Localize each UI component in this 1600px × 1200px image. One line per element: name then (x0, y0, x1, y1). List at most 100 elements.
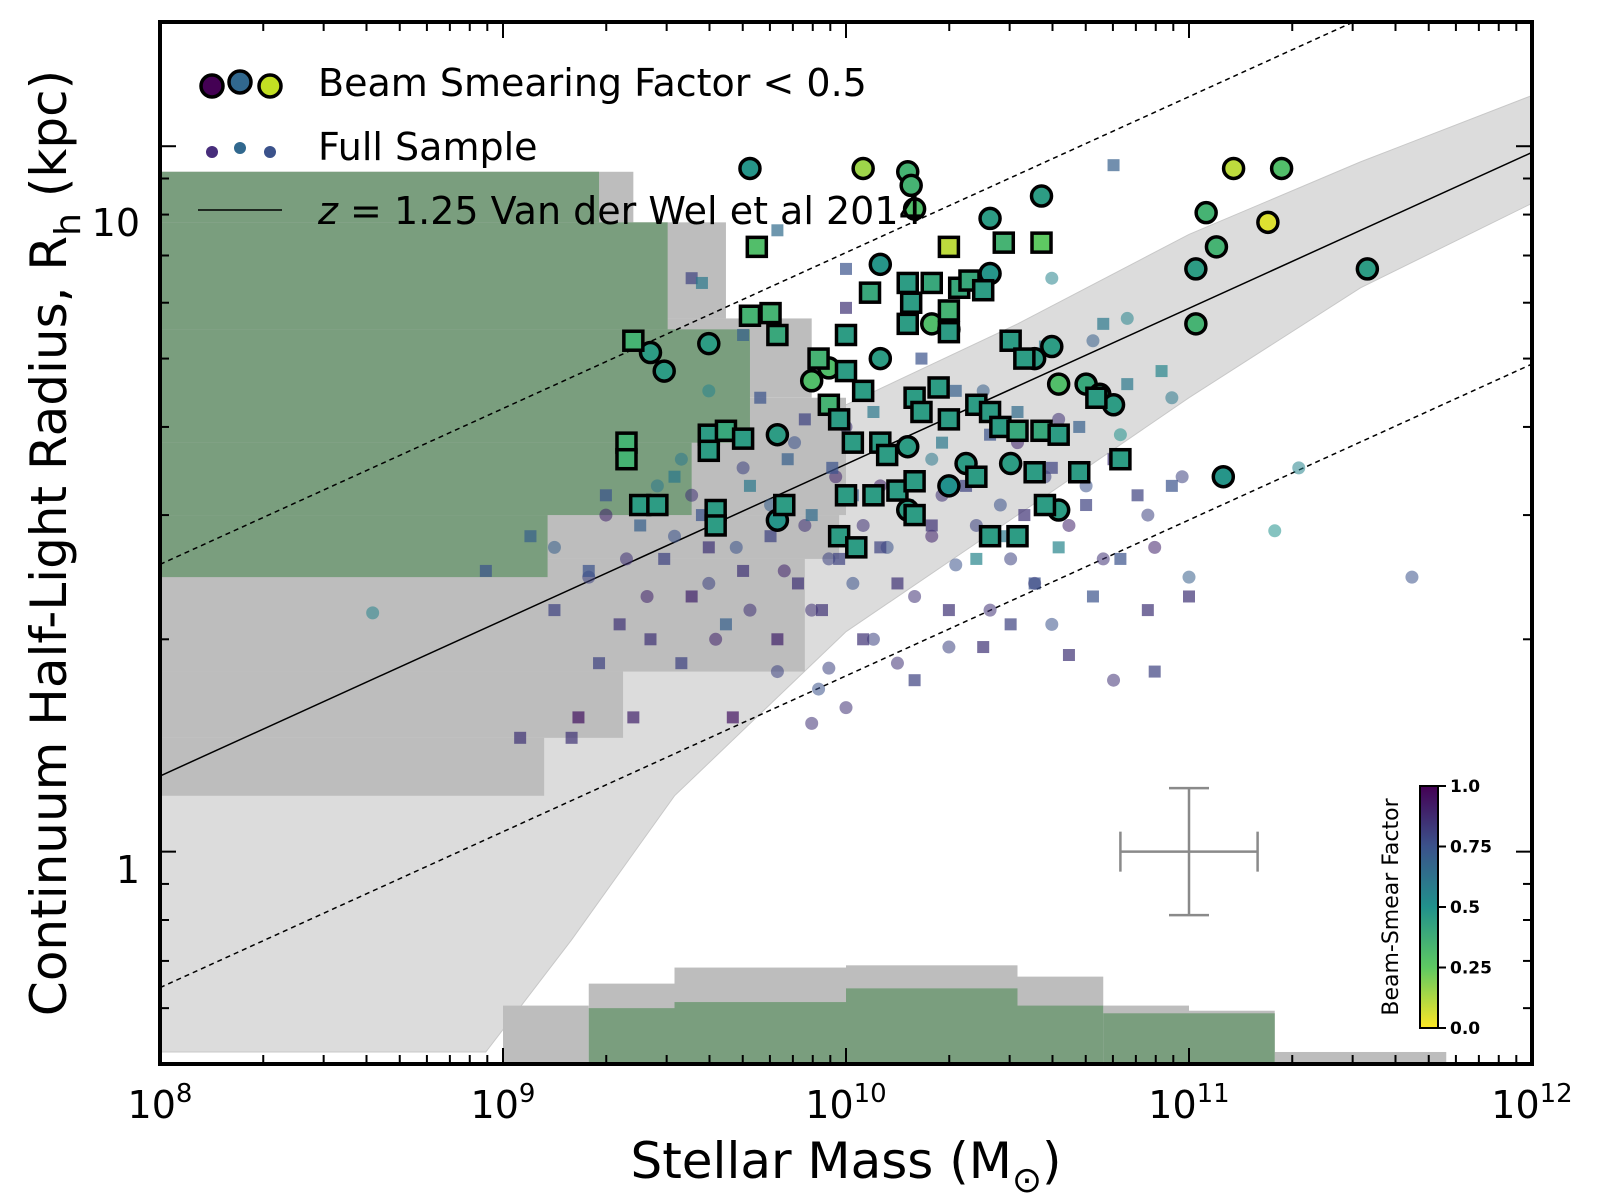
full-sample-square (548, 604, 561, 617)
beam-square (858, 281, 882, 304)
full-sample-square (702, 541, 715, 554)
full-sample-circle (777, 564, 791, 578)
full-sample-square (1073, 420, 1086, 433)
full-sample-square (668, 470, 681, 483)
full-sample-circle (1292, 461, 1306, 475)
full-sample-square (1141, 604, 1154, 617)
hist-x-full-bar (1274, 1051, 1447, 1064)
hist-y-good-bar (160, 171, 600, 223)
beam-square (920, 271, 943, 295)
full-sample-circle (729, 540, 743, 554)
colorbar-tick-label: 0.75 (1450, 838, 1492, 858)
full-sample-square (781, 453, 794, 466)
beam-circle (902, 197, 927, 221)
full-sample-circle (812, 682, 826, 696)
full-sample-circle (1113, 428, 1127, 442)
legend-beam-label: Beam Smearing Factor < 0.5 (318, 61, 867, 105)
beam-circle (1211, 464, 1236, 489)
full-sample-circle (709, 632, 723, 646)
full-sample-square (771, 633, 784, 646)
full-sample-circle (1107, 673, 1121, 687)
beam-circle (1184, 257, 1208, 281)
beam-square (899, 291, 923, 314)
full-sample-square (1045, 461, 1058, 474)
beam-square (622, 329, 645, 352)
beam-square (1067, 461, 1091, 484)
full-sample-circle (668, 529, 681, 543)
beam-square (766, 323, 789, 347)
beam-square (1033, 493, 1057, 517)
full-sample-square (925, 519, 938, 532)
full-sample-circle (846, 576, 860, 590)
full-sample-square (867, 405, 880, 418)
legend-marker-full-1 (206, 146, 218, 158)
beam-square (851, 379, 875, 403)
beam-square (646, 493, 669, 517)
beam-square (834, 359, 858, 383)
full-sample-circle (805, 716, 819, 730)
colorbar-ticks: 0.0 0.25 0.5 0.75 1.0 (1438, 777, 1492, 1039)
colorbar-tick-label: 1.0 (1450, 777, 1480, 797)
beam-smearing-points (615, 156, 1380, 559)
full-sample-square (840, 262, 852, 275)
beam-square (971, 278, 995, 302)
full-sample-square (743, 479, 756, 492)
full-sample-square (737, 328, 750, 341)
beam-circle (697, 331, 721, 356)
full-sample-square (857, 633, 870, 646)
x-axis-title: Stellar Mass (M⊙) (630, 1132, 1061, 1200)
full-sample-square (791, 577, 804, 590)
hist-x-good-bar (846, 988, 1018, 1064)
full-sample-square (685, 590, 698, 603)
hist-y-full-bar (160, 737, 545, 796)
full-sample-square (726, 711, 739, 724)
full-sample-square (675, 657, 688, 670)
colorbar-tick-label: 0.0 (1450, 1019, 1480, 1039)
full-sample-square (977, 641, 990, 654)
beam-square (615, 447, 638, 471)
legend-marker-beam-2 (227, 69, 253, 95)
x-tick-1e10: 1010 (805, 1079, 886, 1127)
beam-square (773, 493, 796, 517)
legend-marker-beam-3 (257, 73, 283, 99)
beam-circle (937, 474, 961, 498)
beam-square (697, 439, 721, 463)
full-sample-circle (925, 529, 939, 543)
legend-full-label: Full Sample (318, 125, 538, 169)
beam-circle (1040, 334, 1064, 359)
beam-circle (851, 156, 875, 181)
full-sample-square (1052, 541, 1065, 554)
beam-square (745, 235, 769, 259)
beam-circle (899, 173, 923, 198)
full-sample-circle (685, 488, 699, 502)
beam-square (927, 376, 950, 399)
full-sample-square (695, 276, 708, 289)
full-sample-square (737, 564, 750, 577)
full-sample-square (572, 711, 585, 724)
relation-upper-dashed (160, 22, 1356, 566)
full-sample-circle (702, 384, 716, 398)
legend-line-label: z = 1.25 Van der Wel et al 2014 (317, 189, 923, 233)
full-sample-circle (1405, 570, 1419, 584)
full-sample-circle (1165, 391, 1179, 405)
full-sample-circle (1148, 540, 1162, 554)
legend-marker-beam-1 (199, 73, 225, 99)
beam-circle (1269, 156, 1294, 181)
full-sample-square (798, 413, 811, 426)
hist-y-good-bar (160, 329, 750, 443)
legend-marker-full-2 (234, 142, 246, 154)
legend: Beam Smearing Factor < 0.5 Full Sample z… (198, 61, 923, 233)
beam-circle (799, 369, 824, 393)
full-sample-circle (1045, 617, 1059, 631)
full-sample-circle (736, 461, 750, 475)
full-sample-square (908, 674, 921, 687)
full-sample-circle (890, 656, 904, 670)
full-sample-square (1018, 509, 1031, 522)
beam-circle (638, 340, 663, 365)
colorbar-label: Beam-Smear Factor (1379, 797, 1404, 1015)
beam-square (1109, 447, 1132, 471)
full-sample-square (1114, 552, 1127, 565)
error-bar (1119, 786, 1259, 917)
beam-square (896, 312, 919, 336)
beam-square (841, 431, 865, 454)
